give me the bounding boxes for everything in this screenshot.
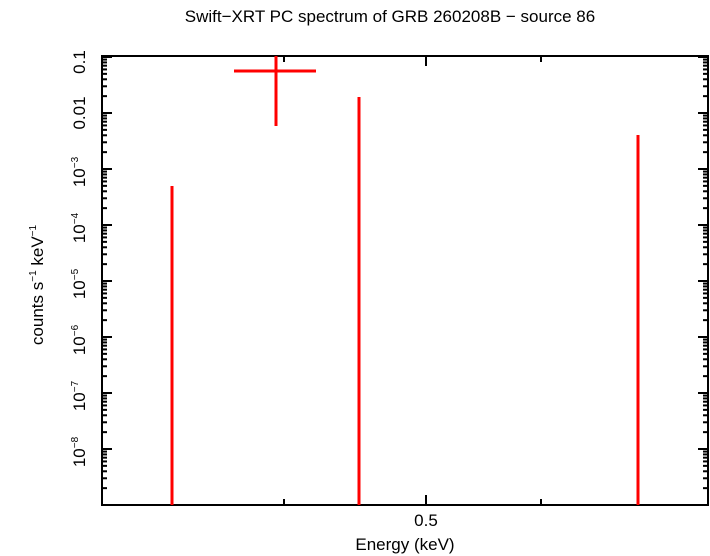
x-tick-0.5: 0.5 bbox=[414, 511, 438, 530]
x-axis-label: Energy (keV) bbox=[355, 535, 455, 554]
y-axis-minor-ticks bbox=[102, 58, 708, 490]
data-series bbox=[170, 56, 640, 505]
plot-frame bbox=[101, 55, 709, 506]
x-axis-ticks bbox=[283, 56, 542, 505]
chart-title: Swift−XRT PC spectrum of GRB 260208B − s… bbox=[184, 7, 596, 26]
y-axis-ticks bbox=[102, 56, 708, 450]
